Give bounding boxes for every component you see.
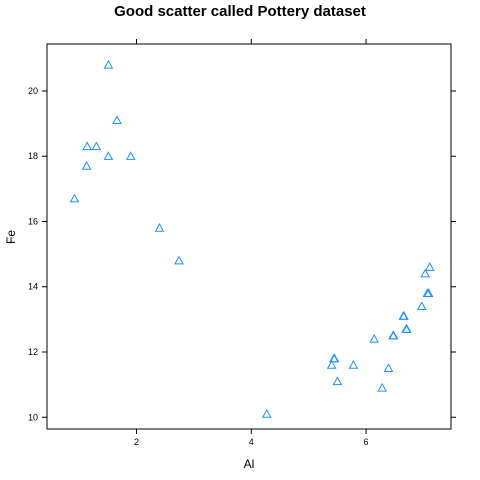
data-point-triangle (81, 160, 92, 170)
y-axis: 10 12 14 16 18 20 (28, 86, 456, 422)
data-point-triangle (326, 360, 337, 369)
y-axis-label: Fe (4, 230, 18, 244)
data-point-triangle (125, 151, 136, 160)
data-point-triangle (329, 353, 340, 363)
y-tick-label: 18 (28, 151, 38, 161)
data-point-triangle (174, 255, 184, 265)
y-tick-label: 10 (28, 412, 38, 422)
data-point-triangle (416, 301, 427, 311)
data-point-triangle (383, 363, 394, 373)
x-tick-label: 4 (249, 437, 254, 447)
data-point-triangle (388, 330, 399, 340)
data-point-triangle (112, 115, 122, 125)
y-tick-label: 14 (28, 282, 38, 292)
plot-area (46, 43, 452, 430)
x-axis: 2 4 6 (134, 39, 369, 447)
chart-title: Good scatter called Pottery dataset (114, 3, 366, 20)
data-point-triangle (261, 408, 272, 418)
data-point-triangle (369, 333, 379, 343)
data-point-triangle (103, 59, 114, 69)
x-axis-label: Al (244, 457, 255, 471)
data-point-triangle (348, 360, 359, 369)
y-tick-label: 20 (28, 86, 38, 96)
data-point-triangle (420, 268, 431, 278)
x-tick-label: 6 (364, 437, 369, 447)
data-point-triangle (401, 324, 412, 333)
data-point-triangle (377, 382, 387, 392)
x-tick-label: 2 (134, 437, 139, 447)
data-point-triangle (82, 141, 93, 151)
data-point-triangle (422, 288, 433, 297)
data-point-triangle (69, 193, 80, 203)
data-point-triangle (154, 222, 165, 232)
data-point-triangle (424, 262, 435, 271)
y-tick-label: 16 (28, 216, 38, 226)
data-point-triangle (91, 141, 102, 151)
y-tick-label: 12 (28, 347, 38, 357)
data-point-triangle (103, 151, 114, 160)
data-point-triangle (399, 311, 409, 320)
data-points (69, 59, 435, 418)
data-point-triangle (332, 376, 343, 386)
